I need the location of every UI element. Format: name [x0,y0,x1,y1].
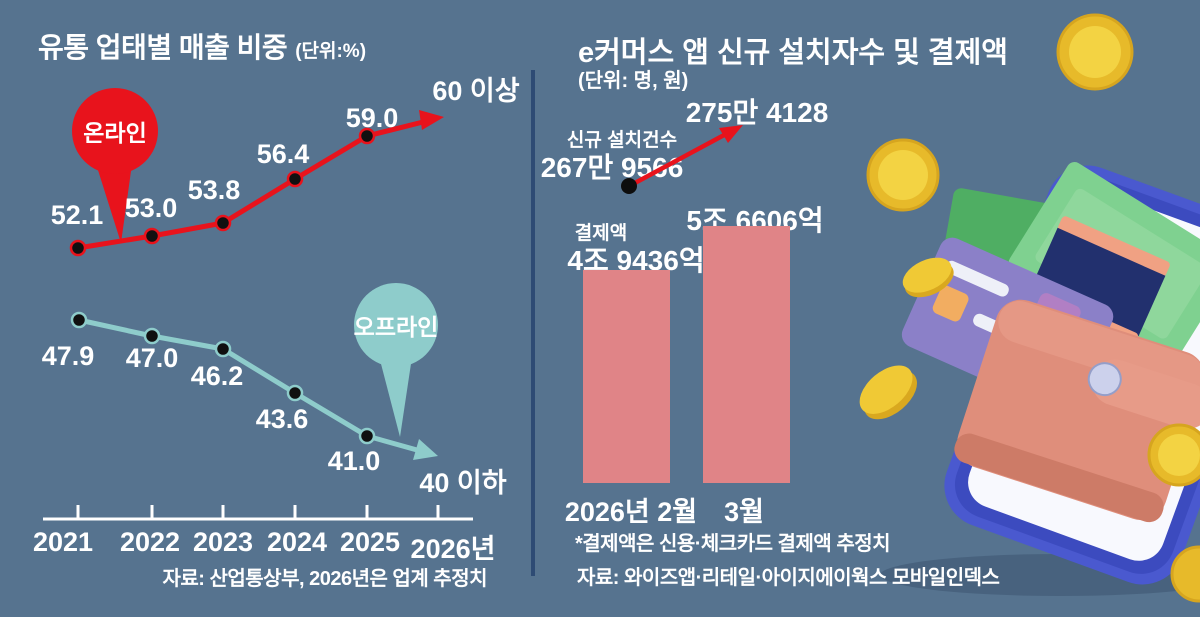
right-chart-source: 자료: 와이즈앱·리테일·아이지에이웍스 모바일인덱스 [577,567,1000,589]
line-chart-canvas [43,88,473,521]
payment-march-value: 5조 6606억 [686,205,824,236]
installs-arrowhead [719,125,743,143]
x-tick-label-2022: 2022 [119,527,181,557]
installs-label: 신규 설치건수 [566,130,678,151]
offline-value-2024: 43.6 [255,404,309,434]
phone-icon [944,165,1200,585]
right-chart-unit: (단위: 명, 원) [578,70,689,92]
banknote-icon [933,162,1200,366]
offline-value-2025: 41.0 [327,446,381,476]
payment-bar-march [703,226,790,483]
bar-label-february: 2026년 2월 [564,497,698,527]
left-chart-title-row: 유통 업태별 매출 비중 (단위:%) [38,26,366,66]
offline-line [78,317,418,453]
online-line [77,119,424,251]
online-value-2022: 53.0 [124,193,178,223]
phone-shadow [880,554,1200,596]
online-balloon [72,88,158,243]
offline-balloon [354,283,438,437]
x-tick-label-2023: 2023 [192,527,254,557]
offline-value-2022: 47.0 [125,343,179,373]
retail-share-chart-panel: 유통 업태별 매출 비중 (단위:%) [0,0,530,617]
x-tick-label-2026: 2026년 [410,534,496,564]
offline-dots [70,311,376,445]
wallet-phone-illustration [859,13,1200,603]
payment-feb-value: 4조 9436억 [567,245,705,276]
installs-march-value: 275만 4128 [685,97,829,128]
left-chart-title: 유통 업태별 매출 비중 [38,32,288,63]
offline-value-2021: 47.9 [41,341,95,371]
offline-value-2023: 46.2 [190,361,244,391]
coin-icon [859,13,1200,603]
x-tick-label-2024: 2024 [266,527,328,557]
online-value-2024: 56.4 [256,139,310,169]
x-tick-label-2025: 2025 [339,527,401,557]
left-chart-unit: (단위:%) [295,41,367,62]
left-chart-source: 자료: 산업통상부, 2026년은 업계 추정치 [162,568,487,590]
online-arrowhead [419,110,444,130]
x-axis-ticks [76,505,440,519]
online-value-2021: 52.1 [50,200,104,230]
offline-balloon-label: 오프라인 [353,314,439,340]
online-projection-label: 60 이상 [432,76,520,106]
credit-card-icon [901,237,1114,414]
right-chart-title: e커머스 앱 신규 설치자수 및 결제액 [578,37,1008,69]
section-divider [531,70,535,576]
ecommerce-chart-panel: e커머스 앱 신규 설치자수 및 결제액 (단위: 명, 원) 275만 412… [535,0,1200,617]
payment-bar-february [583,270,670,483]
right-chart-footnote: *결제액은 신용·체크카드 결제액 추정치 [575,533,891,555]
installs-arrow-canvas [621,125,743,194]
card-stack-icon [1026,216,1170,348]
online-value-2023: 53.8 [187,175,241,205]
online-value-2025: 59.0 [345,103,399,133]
online-dots [69,127,376,257]
installs-feb-value: 267만 9566 [540,152,684,183]
x-tick-label-2021: 2021 [32,527,94,557]
offline-arrowhead [413,439,438,460]
bar-label-march: 3월 [724,497,764,527]
installs-arrow [631,132,728,186]
installs-start-dot [621,178,637,194]
wallet-icon [954,299,1200,523]
payment-label: 결제액 [574,223,628,244]
online-balloon-label: 온라인 [83,120,147,146]
offline-projection-label: 40 이하 [419,468,507,498]
